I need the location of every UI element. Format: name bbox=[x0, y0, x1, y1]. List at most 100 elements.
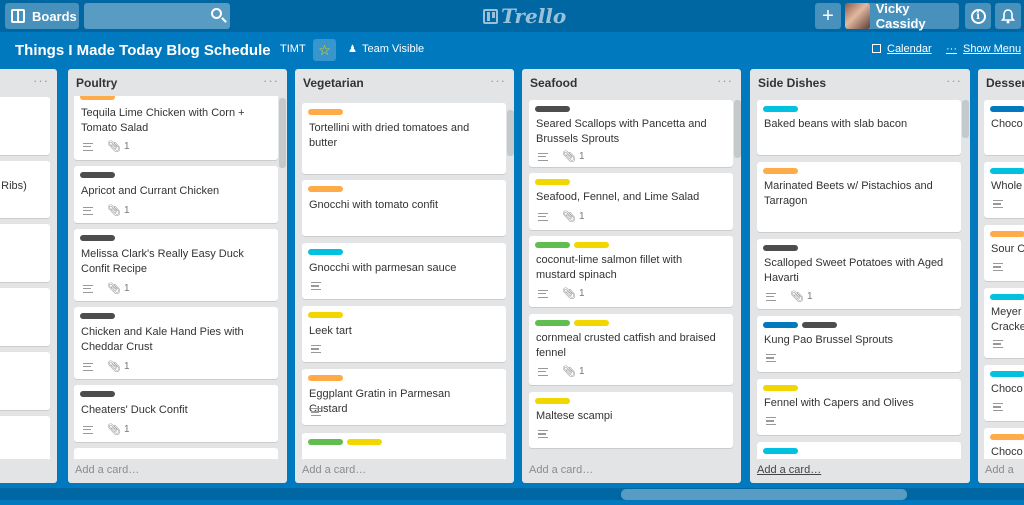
card-title: Marinated Beets w/ Pistachios and Tarrag… bbox=[764, 180, 933, 207]
card[interactable] bbox=[74, 448, 278, 459]
card-labels bbox=[763, 106, 798, 112]
list-menu-icon[interactable]: ··· bbox=[33, 73, 49, 88]
card-title: Baked beans with slab bacon bbox=[764, 118, 908, 130]
card[interactable]: b Ribs) bbox=[0, 161, 50, 218]
label bbox=[763, 245, 798, 251]
card[interactable]: Scalloped Sweet Potatoes with Aged Havar… bbox=[757, 239, 961, 309]
add-card-button[interactable]: Add a card… bbox=[757, 464, 822, 476]
card-labels bbox=[990, 294, 1024, 300]
card[interactable]: Tortellini with dried tomatoes and butte… bbox=[302, 103, 506, 174]
card[interactable] bbox=[0, 416, 50, 459]
boards-button[interactable]: Boards bbox=[5, 3, 79, 29]
card[interactable]: Leek tart bbox=[302, 306, 506, 362]
notifications-button[interactable] bbox=[995, 3, 1021, 29]
list-menu-icon[interactable]: ··· bbox=[717, 73, 733, 88]
card[interactable]: Choco bbox=[984, 428, 1024, 459]
add-card-button[interactable]: Add a card… bbox=[529, 464, 594, 476]
card[interactable]: cornmeal crusted catfish and braised fen… bbox=[529, 314, 733, 385]
top-bar: Boards Trello + Vicky Cassidy i bbox=[0, 0, 1024, 32]
list-cards: Tortellini with dried tomatoes and butte… bbox=[295, 96, 514, 459]
card[interactable]: Melissa Clark's Really Easy Duck Confit … bbox=[74, 229, 278, 301]
calendar-button[interactable]: Calendar bbox=[872, 43, 932, 55]
show-menu-button[interactable]: ··· Show Menu bbox=[946, 43, 1021, 55]
card-title: Kung Pao Brussel Sprouts bbox=[764, 334, 894, 346]
card[interactable]: coconut-lime salmon fillet with mustard … bbox=[529, 236, 733, 307]
card[interactable] bbox=[0, 224, 50, 282]
card-title: Leek tart bbox=[309, 325, 352, 337]
list-title[interactable]: Seafood bbox=[530, 76, 578, 90]
card[interactable] bbox=[0, 288, 50, 346]
add-card-button[interactable]: Add a card… bbox=[302, 464, 367, 476]
description-icon bbox=[766, 354, 776, 362]
add-card-button[interactable]: Add a card… bbox=[75, 464, 140, 476]
user-menu-button[interactable]: Vicky Cassidy bbox=[845, 1, 959, 31]
card[interactable]: Whole bbox=[984, 162, 1024, 218]
add-card-button[interactable]: Add a bbox=[985, 464, 1014, 476]
list-scrollbar[interactable] bbox=[734, 100, 741, 158]
label bbox=[308, 375, 343, 381]
card-badges bbox=[311, 345, 335, 353]
card[interactable]: Seared Scallops with Pancetta and Brusse… bbox=[529, 100, 733, 167]
search-icon[interactable] bbox=[211, 8, 222, 19]
add-button[interactable]: + bbox=[815, 3, 841, 29]
list-menu-icon[interactable]: ··· bbox=[263, 73, 279, 88]
label bbox=[308, 109, 343, 115]
card-badges bbox=[311, 282, 335, 290]
card-badges bbox=[766, 354, 790, 362]
card[interactable]: Cheaters' Duck Confit 📎︎ 1 bbox=[74, 385, 278, 442]
card[interactable]: Apricot and Currant Chicken 📎︎ 1 bbox=[74, 166, 278, 223]
visibility-button[interactable]: ♟ Team Visible bbox=[348, 43, 424, 55]
list-side-dishes: Side Dishes ··· Baked beans with slab ba… bbox=[750, 69, 970, 483]
label bbox=[80, 172, 115, 178]
card[interactable]: Chicken and Kale Hand Pies with Cheddar … bbox=[74, 307, 278, 379]
card[interactable]: Maltese scampi bbox=[529, 392, 733, 448]
board-title[interactable]: Things I Made Today Blog Schedule bbox=[15, 42, 271, 59]
card-labels bbox=[80, 172, 115, 178]
card-badges: 📎︎ 1 bbox=[83, 423, 130, 436]
list-title[interactable]: Desser bbox=[986, 76, 1024, 90]
card[interactable]: Gnocchi with tomato confit bbox=[302, 180, 506, 236]
card-title: Scalloped Sweet Potatoes with Aged Havar… bbox=[764, 257, 944, 284]
card[interactable]: Eggplant Gratin in Parmesan Custard bbox=[302, 369, 506, 425]
card[interactable]: Sour C bbox=[984, 225, 1024, 281]
search-input[interactable] bbox=[84, 3, 230, 29]
card[interactable] bbox=[757, 442, 961, 459]
list-title[interactable]: Vegetarian bbox=[303, 76, 364, 90]
card[interactable]: Marinated Beets w/ Pistachios and Tarrag… bbox=[757, 162, 961, 232]
board-scrollbar-track[interactable] bbox=[0, 488, 1024, 500]
card[interactable] bbox=[0, 97, 50, 155]
card[interactable]: Seafood, Fennel, and Lime Salad 📎︎ 1 bbox=[529, 173, 733, 230]
list-title[interactable]: Poultry bbox=[76, 76, 118, 90]
card[interactable] bbox=[302, 433, 506, 459]
card[interactable]: Baked beans with slab bacon bbox=[757, 100, 961, 155]
description-icon bbox=[311, 408, 321, 416]
card-labels bbox=[535, 179, 570, 185]
trello-logo[interactable]: Trello bbox=[483, 4, 567, 28]
card[interactable]: Kung Pao Brussel Sprouts bbox=[757, 316, 961, 372]
team-badge[interactable]: TIMT bbox=[280, 43, 306, 55]
description-icon bbox=[993, 200, 1003, 208]
board-scrollbar-thumb[interactable] bbox=[621, 489, 907, 500]
list-menu-icon[interactable]: ··· bbox=[946, 73, 962, 88]
card[interactable]: Fennel with Capers and Olives bbox=[757, 379, 961, 435]
card[interactable]: Tequila Lime Chicken with Corn + Tomato … bbox=[74, 96, 278, 160]
list-scrollbar[interactable] bbox=[279, 98, 286, 168]
description-icon bbox=[538, 430, 548, 438]
info-button[interactable]: i bbox=[965, 3, 991, 29]
card-labels bbox=[990, 371, 1024, 377]
card[interactable]: Choco bbox=[984, 100, 1024, 155]
label bbox=[574, 320, 609, 326]
star-button[interactable]: ☆ bbox=[313, 39, 336, 61]
list-menu-icon[interactable]: ··· bbox=[490, 73, 506, 88]
card[interactable] bbox=[0, 352, 50, 410]
description-icon bbox=[538, 152, 548, 161]
card[interactable]: Meyer Cracke bbox=[984, 288, 1024, 358]
trello-logo-text: Trello bbox=[501, 4, 567, 28]
card-badges bbox=[993, 340, 1017, 348]
card-labels bbox=[80, 235, 115, 241]
list-title[interactable]: Side Dishes bbox=[758, 76, 827, 90]
card[interactable]: Gnocchi with parmesan sauce bbox=[302, 243, 506, 299]
list-scrollbar[interactable] bbox=[962, 100, 969, 138]
card[interactable]: Choco bbox=[984, 365, 1024, 421]
list-scrollbar[interactable] bbox=[507, 110, 514, 156]
